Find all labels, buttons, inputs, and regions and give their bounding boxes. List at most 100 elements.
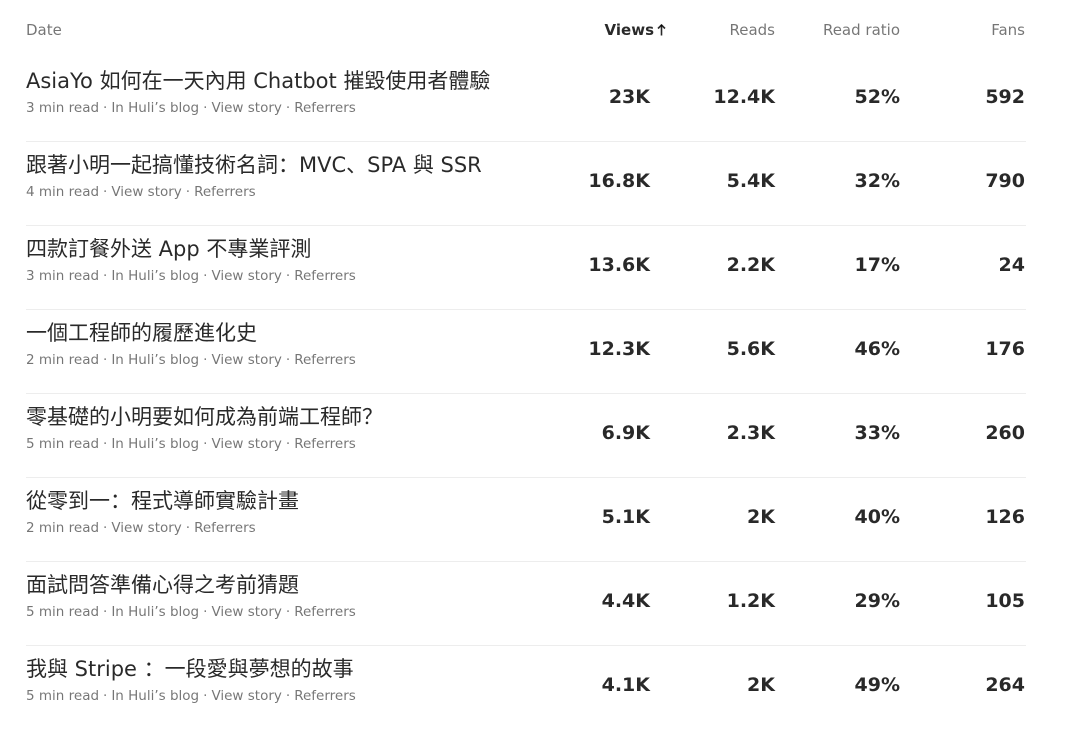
publication-link[interactable]: In Huli’s blog [111,100,200,116]
views-count: 6.9K [601,422,650,444]
meta-separator: · [103,688,108,704]
publication-link[interactable]: In Huli’s blog [111,268,200,284]
read-ratio-value: 52% [854,86,900,108]
referrers-link[interactable]: Referrers [294,268,356,284]
meta-separator: · [103,520,108,536]
read-time: 5 min read [26,604,100,620]
meta-separator: · [103,436,108,452]
publication-link[interactable]: In Huli’s blog [111,436,200,452]
view-story-link[interactable]: View story [211,688,282,704]
read-time: 3 min read [26,268,100,284]
view-story-link[interactable]: View story [111,520,182,536]
meta-separator: · [285,604,291,620]
read-time: 3 min read [26,100,100,116]
story-title[interactable]: 從零到一：程式導師實驗計畫 [26,489,299,513]
views-count: 16.8K [588,170,650,192]
story-meta: 5 min read · In Huli’s blog · View story · Ref… [26,436,356,452]
reads-column-header[interactable]: Reads [729,21,775,39]
read-time: 5 min read [26,436,100,452]
views-count: 23K [608,86,650,108]
referrers-link[interactable]: Referrers [294,688,356,704]
story-title[interactable]: 跟著小明一起搞懂技術名詞：MVC、SPA 與 SSR [26,153,482,177]
referrers-link[interactable]: Referrers [294,352,356,368]
meta-separator: · [103,352,108,368]
story-title[interactable]: 一個工程師的履歷進化史 [26,321,257,345]
reads-count: 1.2K [726,590,775,612]
arrow-up-icon [657,24,666,36]
meta-separator: · [103,100,108,116]
read-ratio-value: 33% [854,422,900,444]
meta-separator: · [185,520,191,536]
view-story-link[interactable]: View story [211,100,282,116]
meta-separator: · [103,184,108,200]
read-ratio-value: 49% [854,674,900,696]
fans-count: 790 [985,170,1025,192]
view-story-link[interactable]: View story [211,604,282,620]
meta-separator: · [285,688,291,704]
read-time: 4 min read [26,184,100,200]
referrers-link[interactable]: Referrers [294,604,356,620]
publication-link[interactable]: In Huli’s blog [111,688,200,704]
view-story-link[interactable]: View story [111,184,182,200]
meta-separator: · [203,436,208,452]
story-title[interactable]: 零基礎的小明要如何成為前端工程師？ [26,405,383,429]
views-count: 4.4K [601,590,650,612]
meta-separator: · [285,100,291,116]
story-title[interactable]: AsiaYo 如何在一天內用 Chatbot 摧毀使用者體驗 [26,69,491,93]
story-meta: 3 min read · In Huli’s blog · View story · Ref… [26,100,356,116]
story-title[interactable]: 四款訂餐外送 App 不專業評測 [26,237,312,261]
meta-separator: · [203,352,208,368]
read-ratio-value: 46% [854,338,900,360]
story-meta: 5 min read · In Huli’s blog · View story · Ref… [26,688,356,704]
stats-table: Date Views Reads Read ratio Fans AsiaYo … [26,0,1026,729]
table-header: Date Views Reads Read ratio Fans [26,0,1026,58]
table-row: 面試問答準備心得之考前猜題 5 min read · In Huli’s blog ·… [26,562,1026,646]
reads-count: 5.6K [726,338,775,360]
date-column-header[interactable]: Date [26,21,62,39]
fans-count: 126 [985,506,1025,528]
views-count: 5.1K [601,506,650,528]
table-row: 我與 Stripe ：一段愛與夢想的故事 5 min read · In Huli’… [26,646,1026,729]
story-meta: 4 min read · View story · Referrers [26,184,256,200]
fans-column-header[interactable]: Fans [991,21,1025,39]
views-column-header[interactable]: Views [605,21,666,39]
reads-count: 2K [747,674,775,696]
read-ratio-column-header[interactable]: Read ratio [822,21,900,39]
meta-separator: · [285,268,291,284]
fans-count: 105 [985,590,1025,612]
meta-separator: · [285,352,291,368]
read-time: 2 min read [26,352,100,368]
referrers-link[interactable]: Referrers [194,520,256,536]
meta-separator: · [203,100,208,116]
referrers-link[interactable]: Referrers [194,184,256,200]
views-count: 4.1K [601,674,650,696]
referrers-link[interactable]: Referrers [294,100,356,116]
table-row: 一個工程師的履歷進化史 2 min read · In Huli’s blog · Vi… [26,310,1026,394]
meta-separator: · [103,604,108,620]
view-story-link[interactable]: View story [211,268,282,284]
meta-separator: · [103,268,108,284]
publication-link[interactable]: In Huli’s blog [111,352,200,368]
fans-count: 176 [985,338,1025,360]
referrers-link[interactable]: Referrers [294,436,356,452]
story-title[interactable]: 我與 Stripe ：一段愛與夢想的故事 [26,657,354,681]
read-time: 5 min read [26,688,100,704]
meta-separator: · [203,604,208,620]
views-count: 13.6K [588,254,650,276]
views-count: 12.3K [588,338,650,360]
view-story-link[interactable]: View story [211,436,282,452]
story-meta: 5 min read · In Huli’s blog · View story · Ref… [26,604,356,620]
read-ratio-value: 17% [854,254,900,276]
table-row: 四款訂餐外送 App 不專業評測 3 min read · In Huli’s bl… [26,226,1026,310]
table-row: AsiaYo 如何在一天內用 Chatbot 摧毀使用者體驗 3 min rea… [26,58,1026,142]
reads-count: 5.4K [726,170,775,192]
reads-count: 12.4K [713,86,775,108]
fans-count: 592 [985,86,1025,108]
story-title[interactable]: 面試問答準備心得之考前猜題 [26,573,299,597]
read-ratio-value: 40% [854,506,900,528]
publication-link[interactable]: In Huli’s blog [111,604,200,620]
view-story-link[interactable]: View story [211,352,282,368]
table-row: 零基礎的小明要如何成為前端工程師？ 5 min read · In Huli’s b… [26,394,1026,478]
reads-count: 2.3K [726,422,775,444]
table-row: 從零到一：程式導師實驗計畫 2 min read · View story · Refe… [26,478,1026,562]
